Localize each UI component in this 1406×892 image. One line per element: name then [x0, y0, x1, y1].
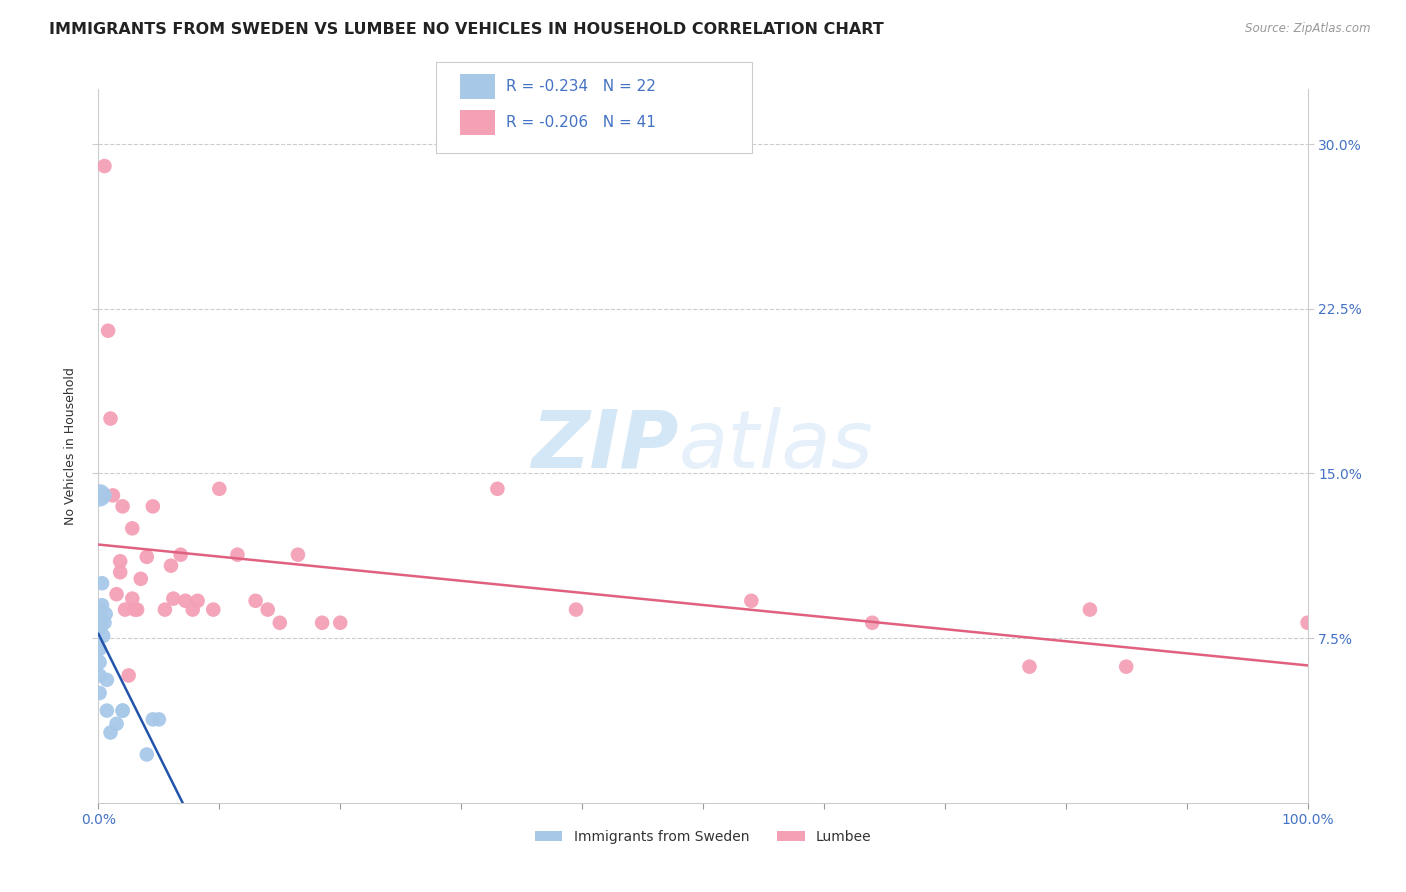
Point	[142, 500, 165, 514]
Point	[129, 572, 152, 586]
Text: IMMIGRANTS FROM SWEDEN VS LUMBEE NO VEHICLES IN HOUSEHOLD CORRELATION CHART: IMMIGRANTS FROM SWEDEN VS LUMBEE NO VEHI…	[49, 22, 884, 37]
Point	[93, 159, 115, 173]
Point	[93, 615, 115, 630]
Point	[486, 482, 509, 496]
Point	[135, 747, 157, 762]
Point	[269, 615, 291, 630]
Point	[93, 488, 115, 502]
Point	[111, 704, 134, 718]
Point	[208, 482, 231, 496]
Point	[226, 548, 249, 562]
Text: R = -0.206   N = 41: R = -0.206 N = 41	[506, 115, 657, 129]
Point	[1078, 602, 1101, 616]
Point	[121, 591, 143, 606]
Point	[111, 500, 134, 514]
Point	[1115, 659, 1137, 673]
Point	[148, 712, 170, 726]
Point	[105, 716, 128, 731]
Point	[740, 594, 762, 608]
Text: Source: ZipAtlas.com: Source: ZipAtlas.com	[1246, 22, 1371, 36]
Text: R = -0.234   N = 22: R = -0.234 N = 22	[506, 79, 657, 94]
Point	[118, 668, 141, 682]
Point	[160, 558, 183, 573]
Point	[89, 668, 111, 682]
Point	[127, 602, 149, 616]
Point	[114, 602, 136, 616]
Point	[91, 598, 114, 612]
Legend: Immigrants from Sweden, Lumbee: Immigrants from Sweden, Lumbee	[529, 824, 877, 849]
Point	[100, 411, 122, 425]
Point	[142, 712, 165, 726]
Point	[90, 611, 112, 625]
Point	[91, 576, 114, 591]
Point	[90, 620, 112, 634]
Point	[105, 587, 128, 601]
Point	[89, 686, 111, 700]
Point	[169, 548, 191, 562]
Point	[89, 655, 111, 669]
Point	[124, 602, 146, 616]
Text: atlas: atlas	[679, 407, 873, 485]
Point	[100, 725, 122, 739]
Point	[135, 549, 157, 564]
Point	[256, 602, 278, 616]
Point	[108, 566, 131, 580]
Point	[97, 324, 120, 338]
Point	[287, 548, 309, 562]
Y-axis label: No Vehicles in Household: No Vehicles in Household	[63, 368, 77, 524]
Point	[108, 554, 131, 568]
Point	[1296, 615, 1319, 630]
Point	[202, 602, 225, 616]
Point	[91, 629, 114, 643]
Point	[860, 615, 883, 630]
Point	[329, 615, 352, 630]
Point	[96, 673, 118, 687]
Point	[1018, 659, 1040, 673]
Point	[121, 521, 143, 535]
Point	[111, 704, 134, 718]
Point	[565, 602, 588, 616]
Point	[89, 642, 111, 657]
Point	[90, 602, 112, 616]
Point	[174, 594, 197, 608]
Point	[96, 704, 118, 718]
Point	[187, 594, 209, 608]
Point	[101, 488, 124, 502]
Text: ZIP: ZIP	[531, 407, 679, 485]
Point	[181, 602, 204, 616]
Point	[245, 594, 267, 608]
Point	[89, 488, 111, 502]
Point	[94, 607, 117, 621]
Point	[311, 615, 333, 630]
Point	[153, 602, 176, 616]
Point	[162, 591, 184, 606]
